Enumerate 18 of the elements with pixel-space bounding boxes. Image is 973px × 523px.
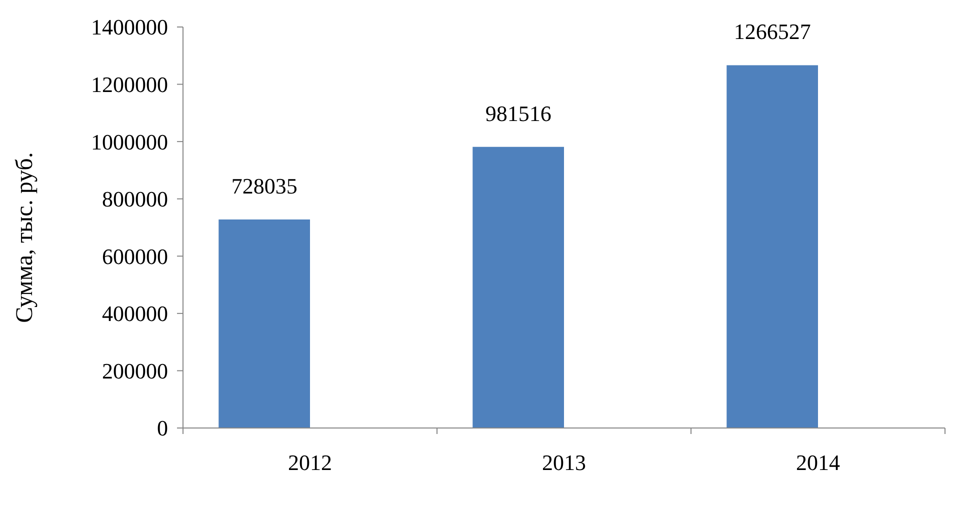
y-tick-label: 1000000	[91, 129, 168, 154]
y-axis-title: Сумма, тыс. руб.	[12, 152, 38, 323]
data-label: 981516	[485, 100, 552, 126]
y-tick-label: 600000	[102, 244, 168, 269]
x-tick-label: 2013	[542, 450, 586, 475]
data-label: 728035	[231, 173, 298, 198]
bar	[472, 146, 564, 428]
y-tick-label: 200000	[102, 358, 168, 384]
y-tick-label: 1400000	[91, 14, 168, 40]
x-tick-label: 2012	[288, 450, 332, 475]
y-tick-label: 400000	[102, 301, 168, 326]
y-tick-label: 0	[157, 416, 168, 441]
y-tick-label: 1200000	[91, 72, 168, 97]
bar	[726, 65, 818, 428]
bar	[218, 219, 310, 428]
y-tick-label: 800000	[102, 186, 168, 212]
data-label: 1266527	[734, 19, 811, 44]
x-tick-label: 2014	[796, 450, 840, 475]
